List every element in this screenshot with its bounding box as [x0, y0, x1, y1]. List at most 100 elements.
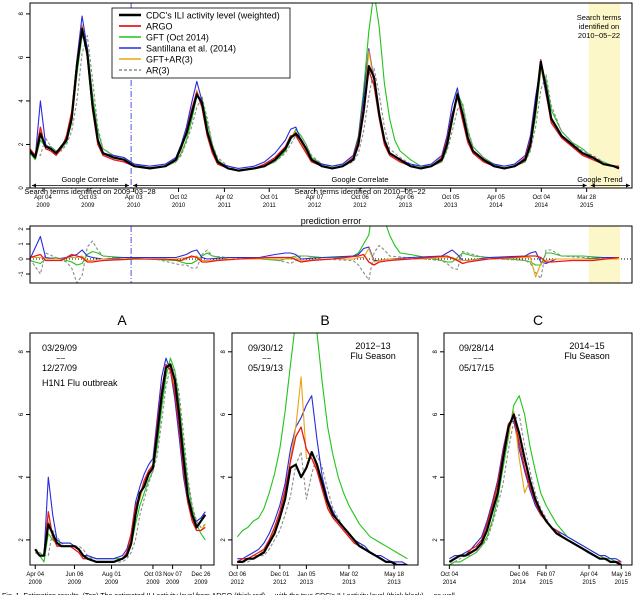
period-arrowhead-left: [32, 183, 36, 188]
period-sub-label: Search terms identified on 2010−05−22: [294, 187, 425, 196]
A-y-tick-label: 4: [19, 475, 25, 479]
top-frame: [29, 2, 633, 189]
B-x-tick-label: Jan 05: [297, 572, 316, 578]
top-x-tick-label: Oct 02: [170, 195, 188, 201]
C-y-tick-label: 2: [433, 538, 439, 542]
top-x-tick-label: 2015: [580, 203, 594, 209]
A-x-tick-label: 2009: [29, 580, 43, 586]
error-series-santillana-et-al-2014: [30, 235, 619, 265]
A-x-tick-label: 2009: [166, 580, 180, 586]
A-series-gft-oct-2014: [34, 357, 206, 563]
panel-letter-b: B: [320, 312, 329, 328]
A-x-tick-label: Nov 07: [163, 572, 183, 578]
top-y-tick-label: 2: [19, 142, 25, 146]
panel-season-label: Flu Season: [350, 351, 396, 361]
B-x-tick-label: Mar 02: [340, 572, 359, 578]
A-series-group: [34, 357, 207, 563]
A-x-tick-label: Dec 26: [191, 572, 211, 578]
panel-end-date: 12/27/09: [42, 363, 77, 373]
C-series-cdc-s-ili-activity-level-weighted: [448, 413, 622, 565]
A-x-tick-label: Aug 01: [102, 572, 122, 578]
panel-date-dash: −−: [56, 354, 66, 363]
search-terms-annotation: identified on: [579, 22, 619, 31]
top-x-tick-label: Apr 02: [216, 195, 234, 201]
panel-start-date: 03/29/09: [42, 343, 77, 353]
top-y-tick-label: 0: [19, 186, 25, 190]
A-x-tick-label: 2009: [146, 580, 160, 586]
top-y-tick-label: 8: [19, 12, 25, 16]
legend-label-ar-3: AR(3): [146, 66, 170, 76]
panel-letter-c: C: [533, 312, 543, 328]
A-frame: [29, 332, 215, 566]
top-x-tick-label: Apr 07: [306, 195, 324, 201]
top-x-tick-label: 2014: [535, 203, 549, 209]
top-x-tick-label: Oct 05: [442, 195, 460, 201]
legend-label-cdc-s-ili-activity-level-weighted: CDC's ILI activity level (weighted): [146, 11, 280, 21]
A-x-tick-label: Apr 04: [26, 572, 44, 578]
B-y-tick-label: 4: [221, 475, 227, 479]
B-x-tick-label: 2013: [300, 580, 314, 586]
error-y-tick-label: 1: [19, 242, 25, 246]
period-label: Google Correlate: [61, 175, 118, 184]
top-x-tick-label: 2012: [353, 203, 367, 209]
panel-end-date: 05/19/13: [248, 363, 283, 373]
top-x-tick-label: 2012: [308, 203, 322, 209]
top-x-tick-label: 2014: [489, 203, 503, 209]
A-y-tick-label: 8: [19, 349, 25, 353]
top-series-ar-3: [30, 35, 620, 172]
error-chart: -1 0 1 2: [19, 225, 633, 284]
A-x-tick-label: 2009: [68, 580, 82, 586]
B-x-tick-label: 2012: [273, 580, 287, 586]
top-x-tick-label: Oct 06: [351, 195, 369, 201]
C-series-gft-oct-2014: [449, 395, 622, 565]
B-series-gft-oct-2014: [236, 333, 408, 560]
B-y-tick-label: 6: [221, 412, 227, 416]
C-series-argo: [449, 416, 622, 563]
C-x-tick-label: Apr 04: [580, 572, 598, 578]
period-label: Google Correlate: [331, 175, 388, 184]
error-y-tick-label: 2: [19, 227, 25, 231]
B-x-tick-label: May 18: [384, 572, 404, 578]
C-x-tick-label: Dec 06: [510, 572, 530, 578]
top-y-tick-label: 6: [19, 55, 25, 59]
period-1: Google Correlate Search terms identified …: [24, 175, 155, 196]
panel-b-chart: 2 4 6 8 Oct 06 2012 Dec 01 2012 Jan 05 2013 Mar 02…: [221, 332, 419, 586]
panel-start-date: 09/30/12: [248, 343, 283, 353]
top-x-tick-label: 2013: [444, 203, 458, 209]
figure-text: CDC's ILI activity level (weighted)ARGOG…: [2, 7, 630, 595]
C-x-tick-label: 2015: [539, 580, 553, 586]
B-series-ar-3: [237, 451, 408, 565]
figure-caption: Fig. 1. Estimation results. (Top) The es…: [2, 593, 463, 595]
panel-c-chart: 2 4 6 8 Oct 04 2014 Dec 06 2014 Feb 07 2015 Apr 04…: [433, 332, 633, 586]
top-x-tick-label: Apr 03: [125, 195, 143, 201]
legend: CDC's ILI activity level (weighted)ARGOG…: [111, 7, 291, 79]
panel-season-label: Flu Season: [564, 351, 610, 361]
top-x-tick-label: Oct 03: [79, 195, 97, 201]
legend-label-gft-oct-2014: GFT (Oct 2014): [146, 33, 209, 43]
C-y-tick-label: 4: [433, 475, 439, 479]
panel-event-label: H1N1 Flu outbreak: [42, 378, 118, 388]
top-x-tick-label: 2011: [218, 203, 232, 209]
A-series-santillana-et-al-2014: [34, 357, 206, 560]
C-x-tick-label: May 16: [611, 572, 631, 578]
top-x-tick-label: 2011: [263, 203, 277, 209]
search-terms-annotation: Search terms: [577, 13, 622, 22]
top-x-tick-label: 2009: [36, 203, 50, 209]
C-y-tick-label: 8: [433, 349, 439, 353]
error-y-tick-label: 0: [19, 257, 25, 261]
top-x-tick-label: Mar 28: [577, 195, 596, 201]
top-x-tick-label: Oct 01: [260, 195, 278, 201]
error-frame: [29, 225, 633, 284]
C-series-gft-ar-3: [449, 410, 622, 565]
top-x-tick-label: 2010: [127, 203, 141, 209]
A-series-gft-ar-3: [34, 366, 206, 563]
error-shaded-region: [588, 226, 621, 283]
B-series-gft-ar-3: [237, 376, 408, 565]
C-frame: [443, 332, 633, 566]
panel-letter-a: A: [117, 312, 127, 328]
B-x-tick-label: Oct 06: [228, 572, 246, 578]
B-frame: [231, 332, 419, 566]
C-x-tick-label: 2015: [615, 580, 629, 586]
